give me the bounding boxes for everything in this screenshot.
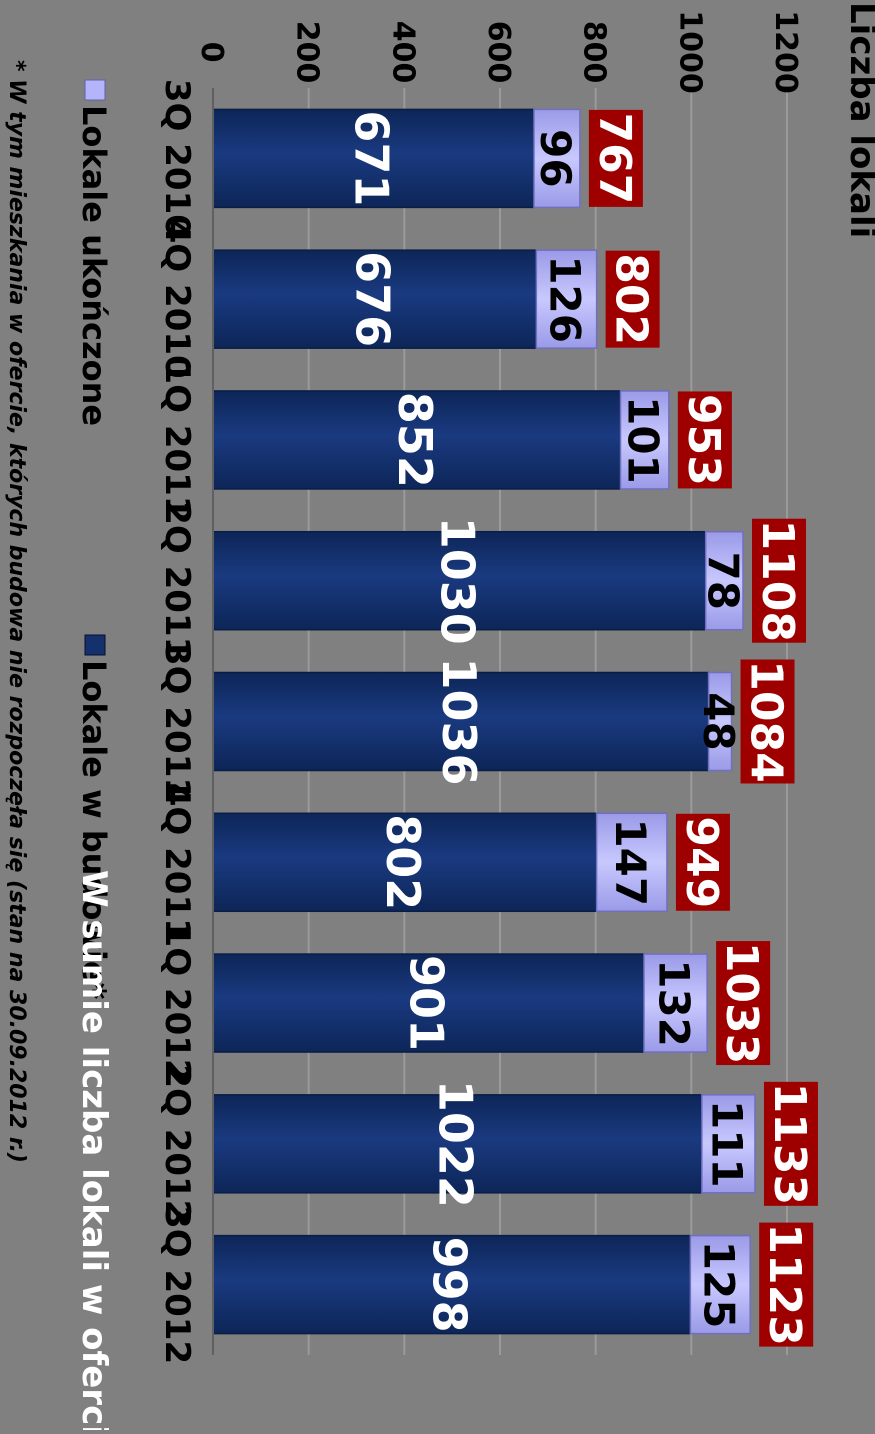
data-label-lokale-w-budowie: 802 <box>376 814 430 910</box>
data-label-lokale-w-budowie: 852 <box>388 392 442 488</box>
y-tick-label: 0 <box>194 42 229 63</box>
bar-lokale-ukonczone <box>643 953 708 1053</box>
total-label: 767 <box>589 112 640 204</box>
legend-layer: Lokale ukończone Lokale w budowie*W sumie… <box>4 60 114 1434</box>
x-tick-label: 4Q 2010 <box>157 220 197 379</box>
total-label-box <box>677 391 732 489</box>
bars-layer <box>212 108 756 1335</box>
total-label: 1033 <box>716 942 767 1064</box>
x-tick-label: 2Q 2011 <box>157 501 197 660</box>
bar-lokale-ukonczone <box>619 390 670 490</box>
bar-lokale-ukonczone <box>535 249 598 349</box>
data-label-lokale-w-budowie: 1036 <box>432 657 486 785</box>
labels-layer: 671 96 767 676 126 802 852 101 953 1030 78 1108 1036… <box>344 109 818 1347</box>
bar-lokale-ukonczone <box>707 671 733 772</box>
x-tick-label: 2Q 2012 <box>157 1064 197 1223</box>
axes-layer: 0 200 400 600 800 1000 1200 Liczba lokali 3Q 201… <box>157 2 875 1364</box>
data-label-lokale-ukonczone: 126 <box>540 255 589 343</box>
y-tick-label: 600 <box>481 21 516 84</box>
data-label-lokale-ukonczone: 78 <box>698 551 747 609</box>
total-label-box <box>751 518 806 643</box>
legend-label-lokale-w-budowie: Lokale w budowie* <box>75 660 113 1000</box>
total-label: 1133 <box>764 1083 815 1205</box>
data-label-lokale-ukonczone: 101 <box>619 396 668 484</box>
data-label-lokale-w-budowie: 901 <box>399 955 453 1051</box>
y-tick-label: 1200 <box>768 10 803 94</box>
total-label-box <box>763 1081 818 1206</box>
x-tick-label: 1Q 2011 <box>157 360 197 519</box>
data-label-lokale-ukonczone: 125 <box>694 1241 743 1329</box>
total-label: 802 <box>606 253 657 345</box>
data-label-lokale-ukonczone: 132 <box>650 959 699 1047</box>
x-tick-label: 3Q 2010 <box>157 79 197 238</box>
legend-label-totals: W sumie liczba lokali w ofercie <box>74 870 114 1430</box>
data-label-lokale-w-budowie: 676 <box>346 251 400 347</box>
data-label-lokale-ukonczone: 48 <box>694 692 743 750</box>
total-label: 1108 <box>752 519 803 641</box>
data-label-lokale-w-budowie: 998 <box>423 1237 477 1333</box>
bar-lokale-ukonczone <box>689 1234 751 1335</box>
total-label: 953 <box>678 394 729 486</box>
total-label-box <box>759 1222 814 1347</box>
data-label-lokale-ukonczone: 147 <box>606 818 655 906</box>
total-label: 1084 <box>741 660 792 782</box>
legend-swatch-lokale-w-budowie <box>84 634 106 656</box>
bar-lokale-ukonczone <box>533 108 581 209</box>
y-tick-label: 400 <box>385 21 420 84</box>
total-label: 949 <box>676 816 727 908</box>
total-label-box <box>605 250 660 348</box>
data-label-lokale-w-budowie: 671 <box>344 110 398 206</box>
y-tick-label: 1000 <box>672 10 707 94</box>
legend-swatch-lokale-ukonczone <box>84 79 106 101</box>
data-label-lokale-w-budowie: 1030 <box>430 517 484 645</box>
x-tick-label: 3Q 2011 <box>157 642 197 801</box>
bar-lokale-ukonczone <box>704 530 744 631</box>
total-label-box <box>675 813 730 911</box>
y-axis-title: Liczba lokali <box>842 2 875 238</box>
legend-label-lokale-ukonczone: Lokale ukończone <box>75 105 113 426</box>
data-label-lokale-ukonczone: 111 <box>702 1100 751 1188</box>
x-tick-label: 4Q 2011 <box>157 783 197 942</box>
total-label: 1123 <box>759 1223 810 1345</box>
x-tick-label: 1Q 2012 <box>157 924 197 1083</box>
data-label-lokale-w-budowie: 1022 <box>428 1080 482 1208</box>
bar-lokale-ukonczone <box>701 1094 756 1194</box>
x-tick-label: 3Q 2012 <box>157 1205 197 1364</box>
y-tick-label: 200 <box>290 21 325 84</box>
data-label-lokale-ukonczone: 96 <box>531 129 580 187</box>
total-label-box <box>740 659 795 784</box>
footnote: * W tym mieszkania w ofercie, których bu… <box>4 60 29 1163</box>
total-label-box <box>716 941 771 1066</box>
y-tick-label: 800 <box>577 21 612 84</box>
bar-lokale-ukonczone <box>595 812 668 913</box>
total-label-box <box>588 109 643 207</box>
